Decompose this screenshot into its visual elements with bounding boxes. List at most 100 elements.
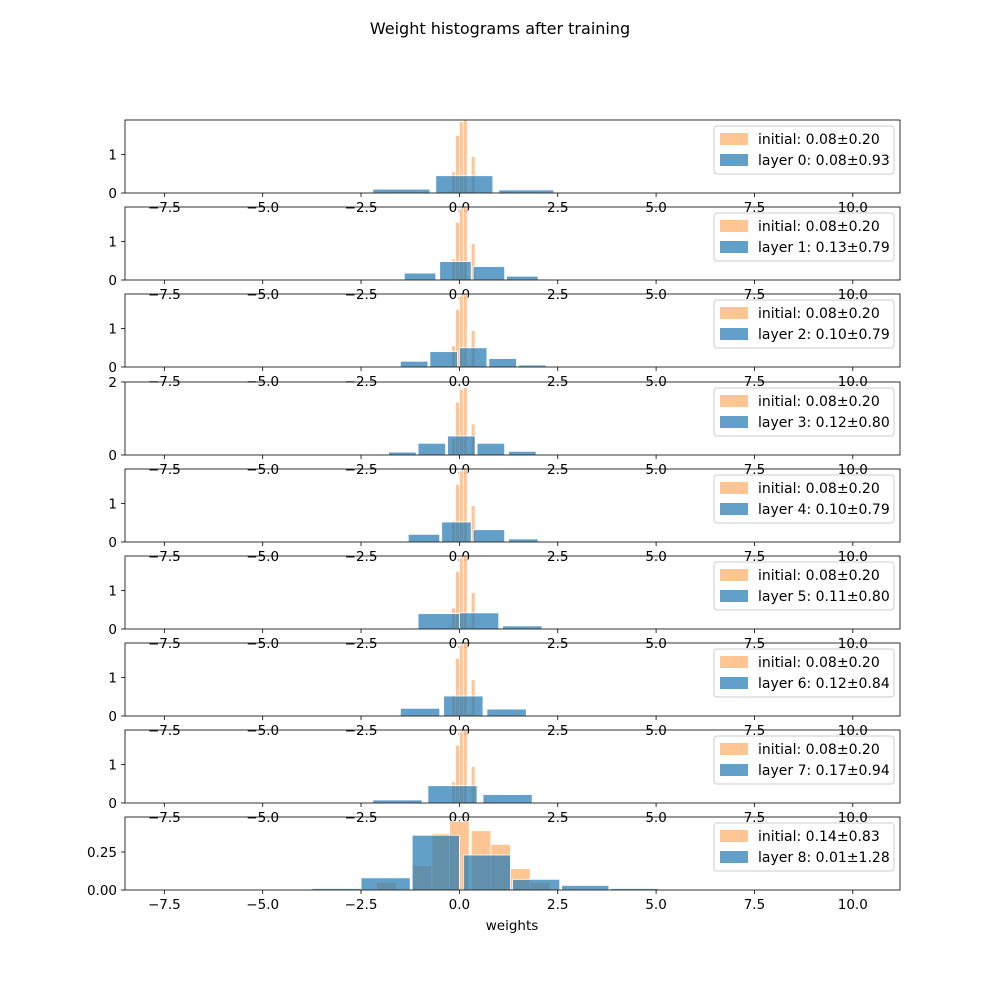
- legend-label-initial: initial: 0.08±0.20: [758, 394, 880, 410]
- x-tick-label: 10.0: [838, 200, 868, 216]
- legend-box: [713, 648, 895, 698]
- x-tick-label: −2.5: [345, 723, 378, 739]
- x-tick-label: −7.5: [148, 462, 181, 478]
- x-tick-label: −5.0: [246, 810, 279, 826]
- layer-bar: [403, 272, 437, 280]
- layer-bar: [561, 885, 610, 890]
- legend-label-initial: initial: 0.14±0.83: [758, 829, 880, 845]
- legend-label-layer: layer 7: 0.17±0.94: [758, 763, 890, 779]
- legend-box: [713, 474, 895, 524]
- x-axis-label: weights: [486, 918, 539, 934]
- axes-frame: [124, 119, 901, 194]
- x-tick-label: 10.0: [838, 723, 868, 739]
- legend-box: [713, 212, 895, 262]
- x-tick-label: 2.5: [547, 810, 568, 826]
- initial-bar: [462, 469, 468, 542]
- x-tick-label: −5.0: [246, 897, 279, 913]
- layer-bar: [458, 612, 500, 629]
- layer-bar: [488, 358, 517, 367]
- legend-box: [713, 299, 895, 349]
- x-tick-label: 10.0: [838, 636, 868, 652]
- x-tick-label: −5.0: [246, 287, 279, 303]
- initial-bar: [462, 387, 468, 455]
- x-tick-label: −2.5: [345, 810, 378, 826]
- legend-label-layer: layer 3: 0.12±0.80: [758, 415, 890, 431]
- x-tick-label: 2.5: [547, 287, 568, 303]
- layer-bar: [372, 799, 423, 803]
- y-tick-label: 0: [108, 796, 117, 812]
- layer-bar: [427, 785, 478, 803]
- layer-bar: [407, 533, 441, 542]
- legend: initial: 0.08±0.20 layer 6: 0.12±0.84: [713, 648, 895, 698]
- legend-label-layer: layer 6: 0.12±0.84: [758, 676, 890, 692]
- x-tick-label: 7.5: [744, 723, 765, 739]
- layer-bar: [417, 442, 447, 455]
- bars-group: [372, 556, 543, 629]
- legend-label-layer: layer 5: 0.11±0.80: [758, 589, 890, 605]
- axes-frame: [124, 381, 901, 456]
- axes-frame: [124, 729, 901, 804]
- legend-label-initial: initial: 0.08±0.20: [758, 306, 880, 322]
- axes-frame: [124, 816, 901, 891]
- x-tick-label: 7.5: [744, 549, 765, 565]
- x-tick-label: 2.5: [547, 549, 568, 565]
- legend-swatch-initial: [720, 743, 748, 755]
- x-tick-label: 2.5: [547, 200, 568, 216]
- x-tick-label: 7.5: [744, 462, 765, 478]
- x-tick-label: 10.0: [838, 287, 868, 303]
- legend-swatch-layer: [720, 590, 748, 602]
- layer-bar: [435, 175, 494, 193]
- axes-frame: [124, 468, 901, 543]
- x-tick-label: −7.5: [148, 897, 181, 913]
- bars-group: [311, 821, 659, 890]
- legend: initial: 0.08±0.20 layer 3: 0.12±0.80: [713, 387, 895, 437]
- legend-swatch-layer: [720, 416, 748, 428]
- layer-bar: [443, 695, 484, 716]
- initial-bar: [462, 556, 468, 629]
- legend-swatch-initial: [720, 220, 748, 232]
- x-tick-label: −2.5: [345, 549, 378, 565]
- legend-swatch-initial: [720, 830, 748, 842]
- initial-bar: [462, 120, 468, 193]
- layer-bar: [399, 360, 429, 367]
- x-tick-label: 7.5: [744, 287, 765, 303]
- x-tick-label: 7.5: [744, 810, 765, 826]
- x-tick-label: 7.5: [744, 200, 765, 216]
- legend-swatch-layer: [720, 764, 748, 776]
- y-tick-label: 1: [108, 497, 117, 513]
- legend-swatch-initial: [720, 569, 748, 581]
- x-tick-label: −2.5: [345, 636, 378, 652]
- legend-box: [713, 822, 895, 872]
- layer-bar: [417, 613, 460, 629]
- layer-bar: [462, 854, 511, 890]
- layer-bar: [429, 351, 458, 367]
- x-tick-label: 10.0: [838, 897, 868, 913]
- legend-label-initial: initial: 0.08±0.20: [758, 481, 880, 497]
- legend-label-initial: initial: 0.08±0.20: [758, 655, 880, 671]
- y-tick-label: 0: [108, 186, 117, 202]
- layer-bar: [502, 625, 543, 629]
- y-tick-label: 0: [108, 709, 117, 725]
- y-tick-label: 0.25: [87, 845, 117, 861]
- x-tick-label: −2.5: [345, 897, 378, 913]
- x-tick-label: 0.0: [449, 897, 470, 913]
- legend-swatch-layer: [720, 241, 748, 253]
- figure-title: Weight histograms after training: [370, 19, 630, 38]
- x-tick-label: −5.0: [246, 200, 279, 216]
- x-tick-label: −7.5: [148, 200, 181, 216]
- initial-bar: [462, 730, 468, 803]
- y-tick-label: 1: [108, 148, 117, 164]
- layer-bar: [399, 707, 441, 716]
- legend-label-initial: initial: 0.08±0.20: [758, 568, 880, 584]
- axes-frame: [124, 206, 901, 281]
- initial-bar: [462, 643, 468, 716]
- y-tick-label: 1: [108, 671, 117, 687]
- x-tick-label: 10.0: [838, 810, 868, 826]
- layer-bar: [447, 435, 476, 455]
- legend-label-layer: layer 1: 0.13±0.79: [758, 240, 890, 256]
- axes-frame: [124, 555, 901, 630]
- initial-bar: [462, 207, 468, 280]
- x-tick-label: −5.0: [246, 723, 279, 739]
